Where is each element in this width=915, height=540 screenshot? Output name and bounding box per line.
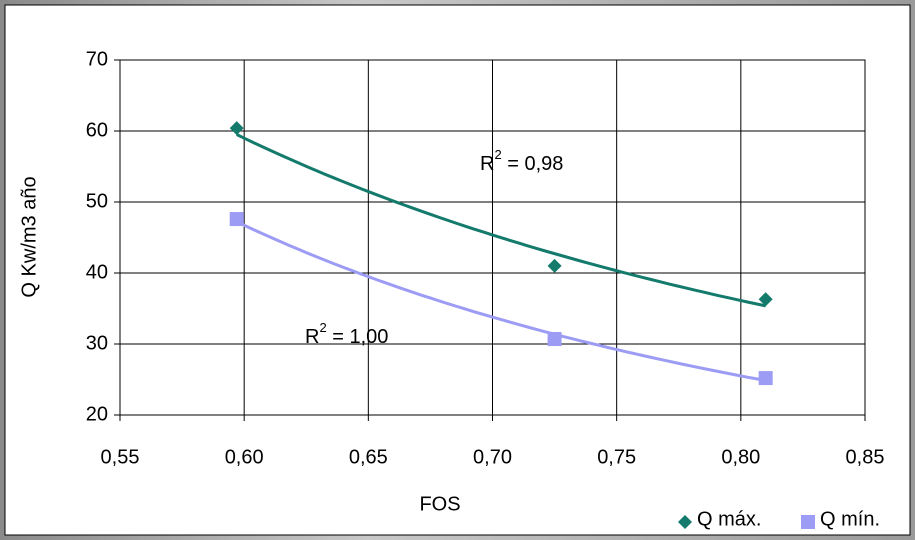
x-tick-label: 0,80 [721, 446, 760, 468]
annotation-superscript: 2 [494, 147, 501, 162]
page: FOS Q Kw/m3 año 20 30 40 50 60 70 0,55 0,60 0,65… [0, 0, 915, 540]
marker [548, 332, 562, 346]
y-tick-label: 20 [86, 403, 108, 425]
annotation-text: = 0,98 [502, 153, 564, 175]
y-tick-label: 70 [86, 48, 108, 70]
chart: FOS Q Kw/m3 año 20 30 40 50 60 70 0,55 0,60 0,65… [0, 0, 915, 540]
x-tick-label: 0,70 [473, 446, 512, 468]
annotation-text: = 1,00 [327, 326, 389, 348]
x-tick-label: 0,75 [597, 446, 636, 468]
y-tick-label: 40 [86, 261, 108, 283]
chart-area [5, 5, 910, 535]
legend-label: Q máx. [697, 508, 761, 530]
y-tick-label: 60 [86, 119, 108, 141]
legend-label: Q mín. [820, 508, 880, 530]
legend-marker [801, 515, 815, 529]
x-axis-title: FOS [419, 493, 460, 515]
y-tick-label: 30 [86, 332, 108, 354]
annotation-superscript: 2 [319, 320, 326, 335]
marker [759, 371, 773, 385]
y-axis-title: Q Kw/m3 año [18, 176, 40, 297]
annotation-base: R [480, 153, 494, 175]
x-tick-label: 0,65 [349, 446, 388, 468]
x-tick-label: 0,60 [225, 446, 264, 468]
y-tick-label: 50 [86, 190, 108, 212]
x-tick-label: 0,55 [101, 446, 140, 468]
marker [230, 212, 244, 226]
x-tick-label: 0,85 [846, 446, 885, 468]
annotation-base: R [305, 326, 319, 348]
